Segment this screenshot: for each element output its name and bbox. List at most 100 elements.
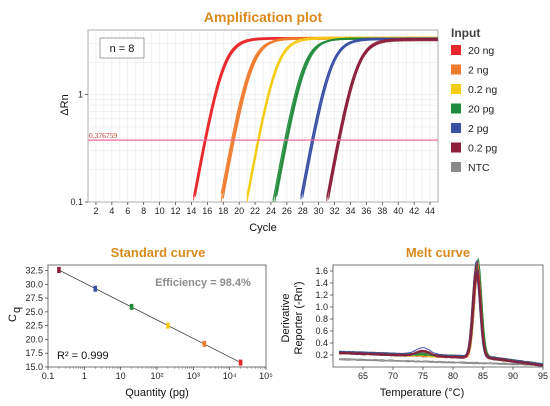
melt-curve — [338, 358, 543, 365]
x-tick-label: 10⁵ — [259, 371, 273, 381]
y-tick-label: 0.4 — [315, 338, 328, 348]
amplification-y-label: ΔRn — [59, 94, 71, 115]
y-tick-label: 15.0 — [25, 362, 43, 372]
legend-label: 2 pg — [468, 123, 489, 135]
standard-curve-x-label: Quantity (pg) — [125, 387, 189, 399]
melt-curve-plot: Melt curve 65 70 75 80 85 90 95 0.2 0.4 0.6 0.8 1.… — [280, 245, 548, 399]
y-tick-label: 27.5 — [25, 293, 43, 303]
amplification-curve — [326, 38, 438, 199]
x-tick-label: 38 — [377, 206, 387, 216]
standard-curve-y-label: C — [7, 314, 19, 322]
standard-curve-points — [57, 266, 243, 366]
x-tick-label: 10 — [155, 206, 165, 216]
y-tick-label: 1 — [78, 90, 83, 100]
y-tick-label: 0.8 — [315, 314, 328, 324]
legend-swatch — [451, 123, 461, 133]
x-tick-label: 36 — [361, 206, 371, 216]
standard-curve-point — [166, 322, 170, 329]
x-tick-label: 14 — [186, 206, 196, 216]
y-tick-label: 0.1 — [70, 197, 83, 207]
melt-curve-x-label: Temperature (°C) — [380, 387, 464, 399]
standard-curve-point — [238, 359, 243, 366]
melt-curve-x-ticks: 65 70 75 80 85 90 95 — [358, 367, 548, 381]
x-tick-label: 40 — [393, 206, 403, 216]
standard-curve-plot: Standard curve 0.1 1 10 10² 10³ 10⁴ 10⁵ 15.0 17… — [7, 245, 273, 399]
legend-swatch — [451, 103, 461, 114]
legend-swatch — [451, 84, 461, 94]
legend-title: Input — [451, 26, 480, 40]
standard-curve-point — [93, 285, 98, 292]
y-tick-label: 1.0 — [315, 302, 328, 312]
melt-curve-y-ticks: 0.2 0.4 0.6 0.8 1.0 1.2 1.4 1.6 — [315, 266, 333, 360]
standard-curve-y-label-subscript: q — [11, 307, 23, 313]
amplification-curves — [192, 36, 438, 202]
standard-curve-point — [129, 303, 134, 310]
amplification-curve — [246, 36, 438, 198]
melt-curve — [338, 266, 544, 366]
y-tick-label: 25.0 — [25, 307, 43, 317]
standard-curve-plot-area — [47, 264, 267, 368]
x-tick-label: 22 — [250, 206, 260, 216]
melt-curve-y-label-line-1: Derivative — [280, 294, 292, 343]
sample-count-box — [99, 37, 145, 59]
x-tick-label: 20 — [234, 206, 244, 216]
x-tick-label: 44 — [425, 206, 435, 216]
legend-label: 0.2 pg — [468, 143, 497, 155]
melt-curve — [338, 271, 544, 365]
legend-swatch — [451, 64, 461, 75]
x-tick-label: 6 — [125, 206, 130, 216]
x-tick-label: 4 — [109, 206, 114, 216]
legend-items: 20 ng 2 ng 0.2 ng 20 pg 2 pg 0.2 pg NTC — [451, 45, 497, 174]
y-tick-label: 1.6 — [315, 266, 328, 276]
x-tick-label: 8 — [141, 206, 146, 216]
x-tick-label: 10³ — [187, 371, 200, 381]
amplification-x-ticks: 2 4 6 8 10 12 14 16 18 20 22 24 26 28 30 32 34 36 38 40 42 44 — [93, 202, 435, 216]
x-tick-label: 24 — [266, 206, 276, 216]
legend-swatch — [451, 142, 461, 153]
melt-curve-plot-area — [332, 264, 544, 368]
melt-curve — [338, 269, 544, 367]
threshold-label: 0.376759 — [89, 131, 117, 140]
y-tick-label: 22.5 — [25, 321, 43, 331]
standard-curve-x-ticks: 0.1 1 10 10² 10³ 10⁴ 10⁵ — [42, 367, 273, 381]
x-tick-label: 90 — [508, 371, 518, 381]
x-tick-label: 0.1 — [42, 371, 55, 381]
legend-swatch — [451, 45, 461, 55]
x-tick-label: 65 — [358, 371, 368, 381]
amplification-x-label: Cycle — [249, 222, 277, 234]
y-tick-label: 30.0 — [25, 279, 43, 289]
melt-curve-title: Melt curve — [406, 245, 470, 260]
y-tick-label: 0.6 — [315, 326, 328, 336]
x-tick-label: 32 — [330, 206, 340, 216]
x-tick-label: 85 — [478, 371, 488, 381]
standard-curve-point — [57, 266, 61, 273]
y-tick-label: 1.4 — [315, 278, 328, 288]
standard-curve-point — [202, 340, 207, 347]
melt-curve-y-label-line-2: Reporter (-Rn') — [293, 281, 305, 354]
r-squared-label: R² = 0.999 — [57, 350, 109, 362]
standard-curve-y-label-group: C q — [7, 307, 23, 322]
standard-curve-title: Standard curve — [111, 245, 206, 260]
legend-swatch — [451, 162, 461, 172]
y-tick-label: 17.5 — [25, 348, 43, 358]
x-tick-label: 26 — [282, 206, 292, 216]
x-tick-label: 70 — [388, 371, 398, 381]
y-tick-label: 0.2 — [315, 350, 328, 360]
x-tick-label: 10 — [116, 371, 126, 381]
legend-label: 20 ng — [468, 45, 494, 57]
efficiency-label: Efficiency = 98.4% — [155, 277, 251, 289]
y-tick-label: 1.2 — [315, 290, 328, 300]
x-tick-label: 12 — [170, 206, 180, 216]
legend-label: NTC — [468, 162, 490, 174]
melt-curves — [338, 257, 544, 367]
legend-label: 20 pg — [468, 104, 494, 116]
x-tick-label: 34 — [345, 206, 355, 216]
legend-label: 0.2 ng — [468, 84, 497, 96]
x-tick-label: 28 — [298, 206, 308, 216]
x-tick-label: 30 — [314, 206, 324, 216]
x-tick-label: 10⁴ — [223, 371, 237, 381]
x-tick-label: 1 — [82, 371, 87, 381]
standard-curve-y-ticks: 15.0 17.5 20.0 22.5 25.0 27.5 30.0 32.5 — [25, 266, 48, 372]
standard-curve-fit-line — [58, 269, 241, 363]
